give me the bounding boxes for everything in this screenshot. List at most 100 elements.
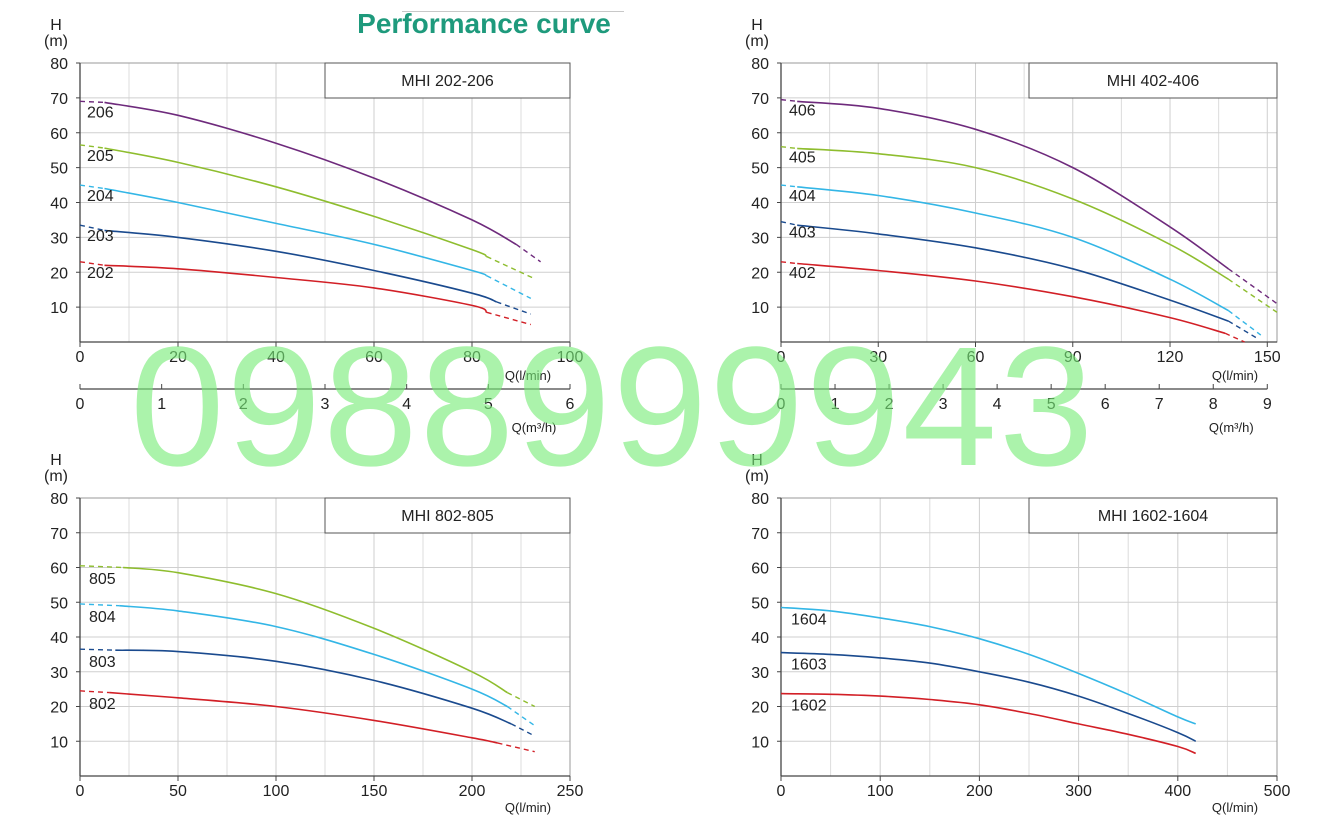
data-point <box>877 194 879 196</box>
series-dash-start <box>79 100 105 104</box>
series-dash-start <box>780 261 798 265</box>
x-axis-label: Q(l/min) <box>505 368 551 383</box>
data-point <box>177 201 179 203</box>
y-tick-label: 70 <box>50 91 68 108</box>
data-point <box>978 638 980 640</box>
x-tick-label: 300 <box>1065 783 1092 800</box>
data-point <box>471 292 473 294</box>
data-point <box>471 304 473 306</box>
y-tick-label: 60 <box>50 561 68 578</box>
x2-tick-label: 0 <box>777 396 786 413</box>
series-line <box>115 649 512 725</box>
data-point <box>1127 733 1129 735</box>
data-point <box>1169 299 1171 301</box>
data-point <box>496 742 498 744</box>
data-point <box>1028 681 1030 683</box>
series-line <box>104 264 488 314</box>
y-tick-label: 70 <box>751 526 769 543</box>
data-point <box>829 693 831 695</box>
data-point <box>974 128 976 130</box>
data-point <box>879 617 881 619</box>
data-point <box>780 692 782 694</box>
data-point <box>373 177 375 179</box>
x2-tick-label: 4 <box>993 396 1002 413</box>
x-tick-label: 60 <box>967 349 985 366</box>
chart-3: MHI 802-805 10 20 30 40 50 60 70 80 H(m) 0 50 100 150… <box>44 452 583 815</box>
data-point <box>177 697 179 699</box>
data-point <box>506 691 508 693</box>
y-axis-label: H <box>751 17 763 34</box>
y-axis-label: H <box>50 17 62 34</box>
series-1604: 1604 <box>780 606 1196 725</box>
series-line <box>780 651 1197 743</box>
model-title: MHI 802-805 <box>401 508 494 525</box>
grid <box>781 497 1278 776</box>
data-point <box>974 212 976 214</box>
series-dash-end <box>486 275 532 300</box>
data-point <box>1127 712 1129 714</box>
x2-tick-label: 8 <box>1209 396 1218 413</box>
data-point <box>373 679 375 681</box>
y-tick-label: 10 <box>751 734 769 751</box>
series-dash-end <box>1227 278 1278 313</box>
data-point <box>373 215 375 217</box>
series-1603: 1603 <box>780 651 1197 743</box>
data-point <box>275 186 277 188</box>
series-dash-end <box>496 301 532 315</box>
series-line <box>797 147 1229 280</box>
y-axis-unit: (m) <box>44 33 68 50</box>
series-202: 202 <box>79 261 531 326</box>
series-line <box>797 100 1229 270</box>
data-point <box>1127 693 1129 695</box>
data-point <box>1169 226 1171 228</box>
y-tick-label: 20 <box>751 265 769 282</box>
y-tick-label: 30 <box>50 230 68 247</box>
series-label: 1603 <box>791 657 827 674</box>
series-label: 402 <box>789 265 816 282</box>
series-dash-start <box>79 690 110 694</box>
data-point <box>275 222 277 224</box>
y-tick-label: 40 <box>50 630 68 647</box>
series-label: 202 <box>87 265 114 282</box>
data-point <box>373 269 375 271</box>
y-tick-label: 70 <box>751 91 769 108</box>
data-point <box>978 704 980 706</box>
data-point <box>373 243 375 245</box>
x-tick-label: 50 <box>169 783 187 800</box>
data-point <box>275 625 277 627</box>
y-tick-label: 10 <box>50 300 68 317</box>
data-point <box>373 627 375 629</box>
x-tick-label: 90 <box>1064 349 1082 366</box>
series-dash-end <box>515 243 542 263</box>
data-point <box>471 219 473 221</box>
model-title: MHI 202-206 <box>401 73 494 90</box>
chart-4: MHI 1602-1604 10 20 30 40 50 60 70 80 H(m) 0 100 200… <box>745 452 1290 815</box>
series-dash-end <box>1227 268 1278 305</box>
series-dash-start <box>79 603 120 607</box>
y-tick-label: 10 <box>50 734 68 751</box>
data-point <box>510 723 512 725</box>
data-point <box>1177 731 1179 733</box>
series-dash-start <box>780 146 798 150</box>
model-title: MHI 1602-1604 <box>1098 508 1208 525</box>
data-point <box>506 705 508 707</box>
x-tick-label: 0 <box>76 349 85 366</box>
data-point <box>177 650 179 652</box>
series-406: 406 <box>780 98 1278 305</box>
series-label: 403 <box>789 225 816 242</box>
series-label: 1602 <box>791 698 827 715</box>
data-point <box>1177 716 1179 718</box>
data-point <box>1177 745 1179 747</box>
model-title-box <box>324 497 571 534</box>
data-point <box>1077 695 1079 697</box>
series-label: 406 <box>789 103 816 120</box>
y-axis-label: H <box>50 452 62 469</box>
series-dash-end <box>1227 310 1262 336</box>
data-point <box>929 625 931 627</box>
model-title-box <box>1028 62 1278 99</box>
x2-tick-label: 3 <box>939 396 948 413</box>
data-point <box>780 651 782 653</box>
x2-tick-label: 4 <box>402 396 411 413</box>
x2-tick-label: 1 <box>157 396 166 413</box>
